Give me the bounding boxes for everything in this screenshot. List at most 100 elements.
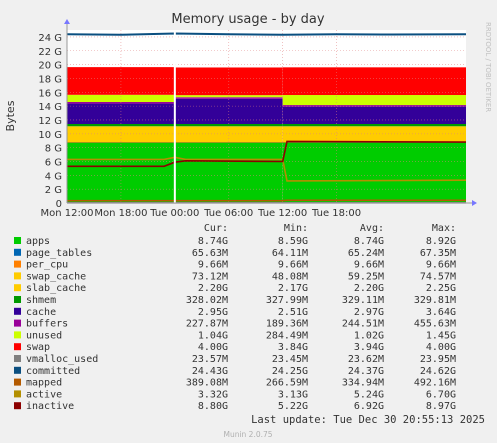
legend-min-shmem: 327.99M bbox=[266, 295, 308, 306]
area-cache-seg2 bbox=[282, 106, 466, 124]
legend-avg-apps: 8.74G bbox=[354, 236, 384, 247]
legend-max-page_tables: 67.35M bbox=[420, 248, 456, 259]
legend-swatch-inactive bbox=[14, 402, 21, 410]
legend-cur-mapped: 389.08M bbox=[186, 378, 228, 389]
area-apps-seg2 bbox=[282, 142, 466, 203]
area-cache-seg0 bbox=[67, 103, 175, 124]
x-tick-label: Mon 18:00 bbox=[94, 208, 147, 219]
legend-max-slab_cache: 2.25G bbox=[426, 283, 456, 294]
area-slab_cache-seg1 bbox=[174, 126, 283, 142]
legend-swatch-vmalloc_used bbox=[14, 355, 21, 362]
legend-cur-buffers: 227.87M bbox=[186, 319, 228, 330]
legend-min-page_tables: 64.11M bbox=[272, 248, 308, 259]
legend-cur-unused: 1.04G bbox=[198, 330, 228, 341]
y-tick-label: 8 G bbox=[45, 144, 62, 155]
legend-max-swap_cache: 74.57M bbox=[420, 271, 456, 282]
legend-cur-page_tables: 65.63M bbox=[192, 248, 228, 259]
legend-swatch-apps bbox=[14, 237, 21, 244]
area-shmem-seg0 bbox=[67, 123, 175, 127]
y-axis-label: Bytes bbox=[4, 100, 17, 131]
legend-max-unused: 1.45G bbox=[426, 330, 456, 341]
legend-cur-cache: 2.95G bbox=[198, 307, 228, 318]
legend-swatch-swap bbox=[14, 343, 21, 351]
legend-cur-slab_cache: 2.20G bbox=[198, 283, 228, 294]
area-apps-seg0 bbox=[67, 142, 175, 203]
legend-min-slab_cache: 2.17G bbox=[278, 283, 308, 294]
legend-min-unused: 284.49M bbox=[266, 330, 308, 341]
legend-avg-committed: 24.37G bbox=[348, 366, 384, 377]
y-tick-label: 2 G bbox=[45, 185, 62, 196]
area-buffers-seg1 bbox=[174, 97, 283, 99]
legend-max-apps: 8.92G bbox=[426, 236, 456, 247]
legend-min-inactive: 5.22G bbox=[278, 401, 308, 412]
area-shmem-seg2 bbox=[282, 123, 466, 127]
legend-cur-active: 3.32G bbox=[198, 389, 228, 400]
legend-header: Min: bbox=[284, 223, 308, 234]
legend-avg-inactive: 6.92G bbox=[354, 401, 384, 412]
legend-name-mapped: mapped bbox=[26, 378, 62, 389]
munin-version-footer: Munin 2.0.75 bbox=[223, 430, 272, 439]
legend-cur-apps: 8.74G bbox=[198, 236, 228, 247]
legend-cur-shmem: 328.02M bbox=[186, 295, 228, 306]
legend-name-buffers: buffers bbox=[26, 319, 68, 330]
legend-min-per_cpu: 9.66M bbox=[278, 260, 308, 271]
x-axis-arrow bbox=[472, 200, 477, 206]
legend-max-committed: 24.62G bbox=[420, 366, 456, 377]
legend-name-apps: apps bbox=[26, 236, 50, 247]
area-slab_cache-seg2 bbox=[282, 126, 466, 142]
legend-min-swap: 3.84G bbox=[278, 342, 308, 353]
area-swap-seg2 bbox=[282, 67, 466, 96]
plot-area: 0 2 G 4 G 6 G 8 G 10 G 12 G 14 G 16 G 18 G 20 G 22 … bbox=[38, 19, 477, 219]
area-per_cpu-seg0 bbox=[67, 141, 175, 143]
legend-max-per_cpu: 9.66M bbox=[426, 260, 456, 271]
chart-title: Memory usage - by day bbox=[171, 12, 324, 27]
legend-swatch-page_tables bbox=[14, 248, 21, 256]
x-tick-label: Tue 18:00 bbox=[311, 208, 361, 219]
legend-swatch-shmem bbox=[14, 296, 21, 303]
legend-swatch-slab_cache bbox=[14, 284, 21, 292]
y-tick-label: 6 G bbox=[45, 157, 62, 168]
legend-max-cache: 3.64G bbox=[426, 307, 456, 318]
area-buffers-seg2 bbox=[282, 105, 466, 107]
y-tick-label: 0 bbox=[56, 199, 62, 210]
legend-name-shmem: shmem bbox=[26, 295, 56, 306]
legend-avg-slab_cache: 2.20G bbox=[354, 283, 384, 294]
legend-name-per_cpu: per_cpu bbox=[26, 260, 68, 271]
y-tick-label: 10 G bbox=[38, 130, 62, 141]
legend-min-mapped: 266.59M bbox=[266, 378, 308, 389]
legend-max-mapped: 492.16M bbox=[414, 378, 456, 389]
legend-cur-swap: 4.00G bbox=[198, 342, 228, 353]
y-tick-label: 24 G bbox=[38, 33, 62, 44]
y-tick-label: 18 G bbox=[38, 74, 62, 85]
legend-name-vmalloc_used: vmalloc_used bbox=[26, 354, 98, 365]
legend-avg-cache: 2.97G bbox=[354, 307, 384, 318]
legend-max-shmem: 329.81M bbox=[414, 295, 456, 306]
legend-swatch-per_cpu bbox=[14, 260, 21, 268]
legend-name-active: active bbox=[26, 389, 62, 400]
rrdtool-watermark: RRDTOOL / TOBI OETIKER bbox=[484, 22, 492, 112]
legend-avg-per_cpu: 9.66M bbox=[354, 260, 384, 271]
line-inactive bbox=[67, 140, 467, 168]
legend-swatch-unused bbox=[14, 331, 21, 339]
legend-cur-per_cpu: 9.66M bbox=[198, 260, 228, 271]
legend-min-swap_cache: 48.08M bbox=[272, 271, 308, 282]
x-tick-label: Tue 00:00 bbox=[149, 208, 199, 219]
legend-header: Max: bbox=[432, 223, 456, 234]
legend-max-inactive: 8.97G bbox=[426, 401, 456, 412]
legend-swatch-buffers bbox=[14, 319, 21, 327]
legend-swatch-committed bbox=[14, 366, 21, 374]
legend-avg-unused: 1.02G bbox=[354, 330, 384, 341]
legend-swatch-active bbox=[14, 390, 21, 398]
y-tick-label: 12 G bbox=[38, 116, 62, 127]
legend-avg-swap_cache: 59.25M bbox=[348, 271, 384, 282]
area-apps-seg1 bbox=[174, 142, 283, 203]
legend-max-active: 6.70G bbox=[426, 389, 456, 400]
area-unused-seg0 bbox=[67, 94, 175, 103]
legend-avg-mapped: 334.94M bbox=[342, 378, 384, 389]
y-axis-arrow bbox=[64, 19, 70, 24]
last-update: Last update: Tue Dec 30 20:55:13 2025 bbox=[251, 414, 485, 426]
y-tick-label: 4 G bbox=[45, 171, 62, 182]
legend-avg-vmalloc_used: 23.62M bbox=[348, 354, 384, 365]
